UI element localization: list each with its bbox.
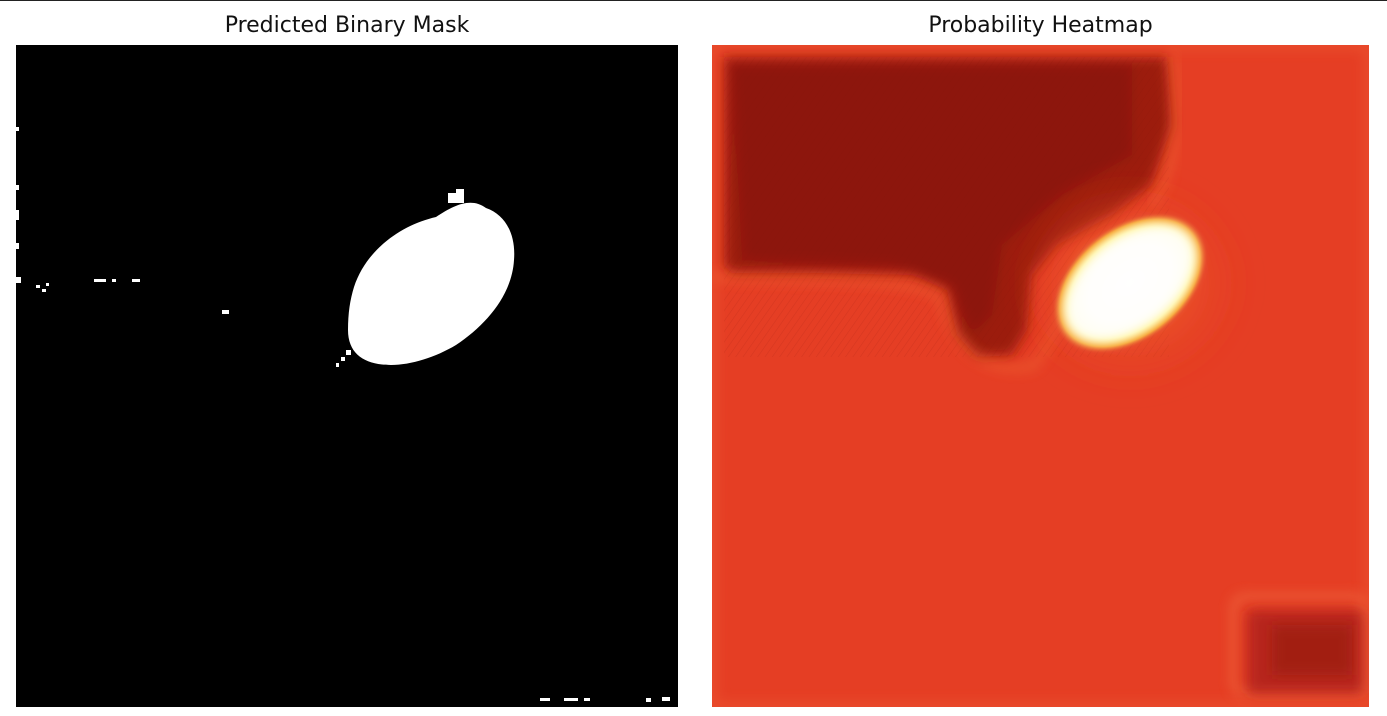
heatmap-svg bbox=[712, 45, 1369, 707]
binary-mask-image bbox=[16, 45, 678, 707]
mask-background bbox=[16, 45, 678, 707]
heatmap-panel-title: Probability Heatmap bbox=[928, 13, 1153, 38]
dark-box-bottom-right bbox=[1231, 594, 1367, 696]
probability-heatmap-image bbox=[712, 45, 1369, 707]
binary-mask-svg bbox=[16, 45, 678, 707]
mask-panel-title: Predicted Binary Mask bbox=[224, 13, 470, 38]
mask-blob bbox=[16, 127, 670, 702]
hotspot-core bbox=[1063, 223, 1197, 343]
top-divider bbox=[0, 0, 1387, 1]
